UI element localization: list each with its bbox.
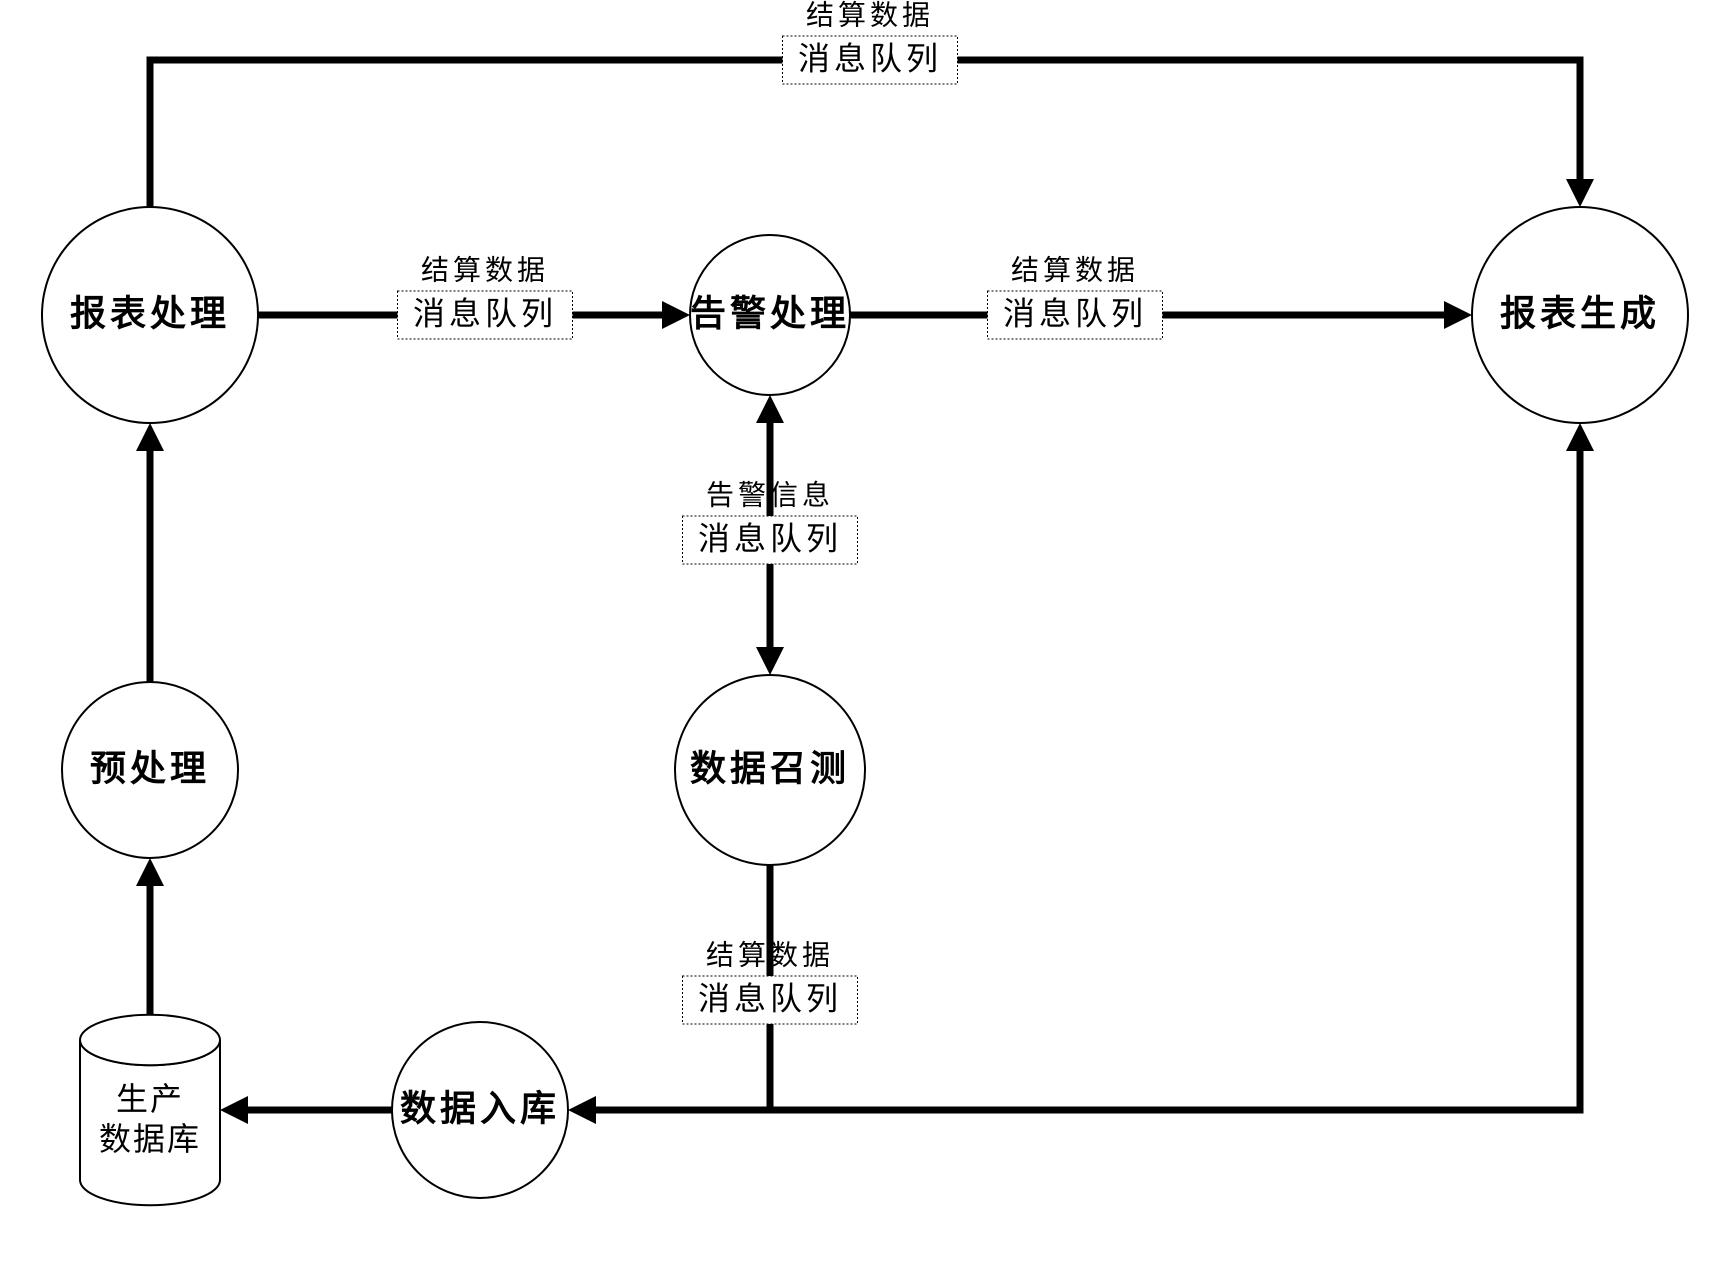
svg-text:告警信息: 告警信息 [706, 479, 834, 511]
svg-text:数据入库: 数据入库 [400, 1088, 560, 1128]
svg-text:消息队列: 消息队列 [413, 295, 557, 331]
svg-text:数据库: 数据库 [99, 1121, 201, 1157]
queue-q_mid: 消息队列告警信息 [683, 479, 858, 564]
node-data_store: 数据入库 [392, 1022, 568, 1198]
node-report_proc: 报表处理 [42, 207, 258, 423]
svg-text:生产: 生产 [116, 1081, 184, 1117]
svg-text:结算数据: 结算数据 [1011, 254, 1139, 286]
svg-text:消息队列: 消息队列 [698, 520, 842, 556]
queue-q_left: 消息队列结算数据 [398, 254, 573, 339]
svg-text:结算数据: 结算数据 [806, 0, 934, 31]
svg-text:结算数据: 结算数据 [706, 939, 834, 971]
svg-text:报表处理: 报表处理 [70, 293, 230, 333]
svg-text:消息队列: 消息队列 [698, 980, 842, 1016]
svg-text:告警处理: 告警处理 [690, 293, 850, 333]
svg-text:消息队列: 消息队列 [798, 40, 942, 76]
svg-text:报表生成: 报表生成 [1500, 293, 1660, 333]
queue-q_right: 消息队列结算数据 [988, 254, 1163, 339]
node-alarm_proc: 告警处理 [690, 235, 850, 395]
node-preprocess: 预处理 [62, 682, 238, 858]
node-data_recall: 数据召测 [675, 675, 865, 865]
queue-q_bottom: 消息队列结算数据 [683, 939, 858, 1024]
node-prod_db: 生产数据库 [80, 1015, 220, 1205]
svg-text:数据召测: 数据召测 [690, 748, 850, 788]
svg-text:结算数据: 结算数据 [421, 254, 549, 286]
queue-q_top: 消息队列结算数据 [783, 0, 958, 84]
svg-text:预处理: 预处理 [90, 748, 210, 788]
svg-text:消息队列: 消息队列 [1003, 295, 1147, 331]
node-report_gen: 报表生成 [1472, 207, 1688, 423]
